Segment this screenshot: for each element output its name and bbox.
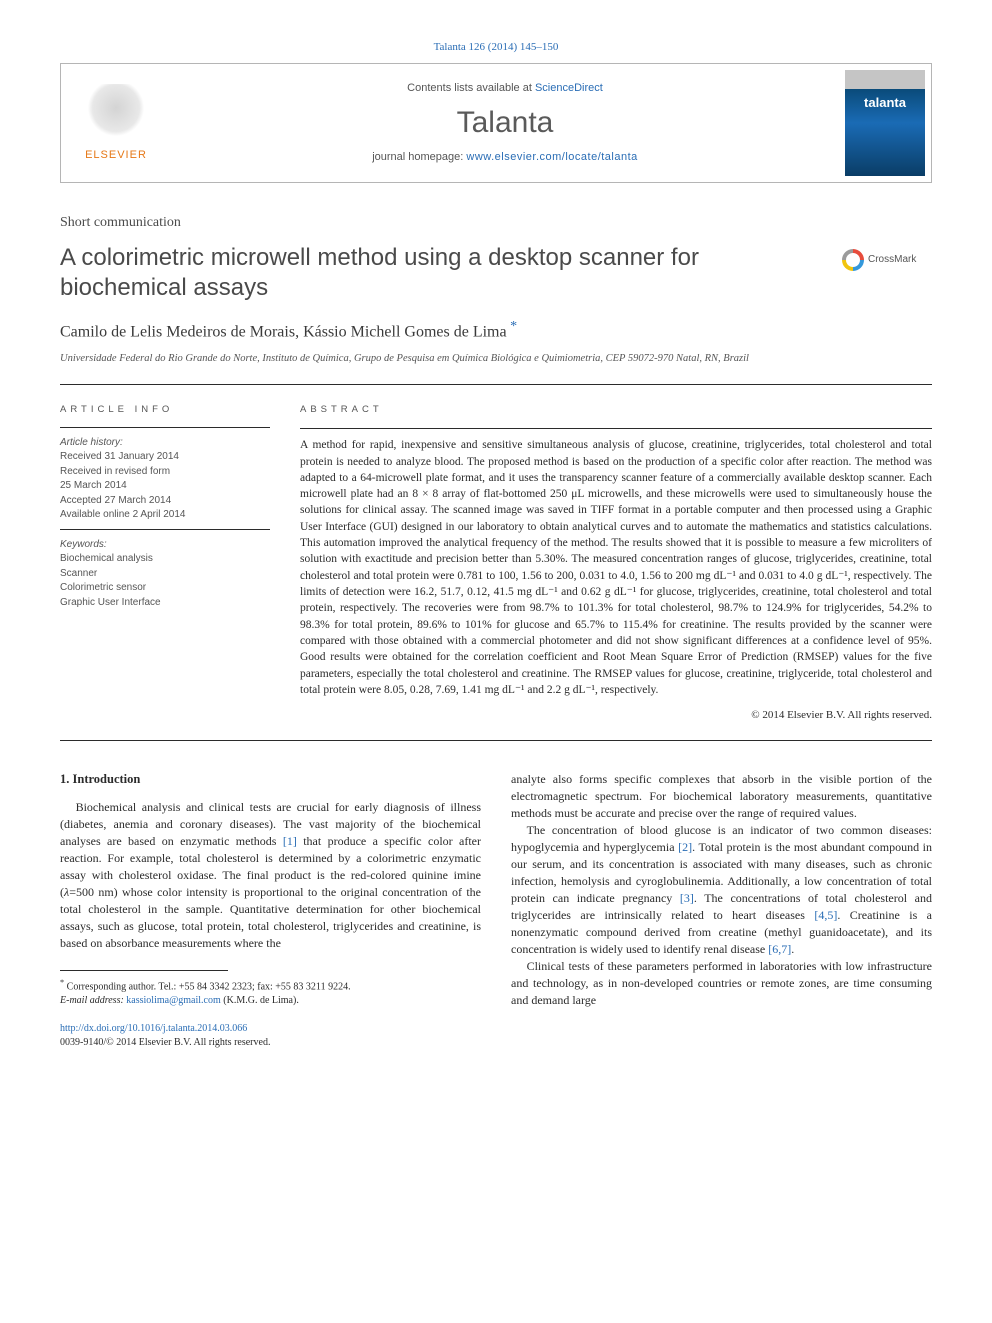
ref-link[interactable]: [6,7] — [768, 942, 791, 956]
journal-cover-thumbnail: talanta — [845, 70, 925, 176]
divider — [60, 740, 932, 741]
authors-text: Camilo de Lelis Medeiros de Morais, Káss… — [60, 323, 507, 340]
elsevier-tree-icon — [86, 84, 146, 144]
ref-link[interactable]: [3] — [680, 891, 694, 905]
corresponding-star-icon: * — [507, 319, 518, 334]
article-info-heading: article info — [60, 403, 270, 417]
footnote-star-icon: * — [60, 978, 64, 987]
corr-text: Corresponding author. Tel.: +55 84 3342 … — [67, 981, 351, 992]
paragraph: The concentration of blood glucose is an… — [511, 822, 932, 958]
keyword: Colorimetric sensor — [60, 581, 270, 596]
doi-link[interactable]: http://dx.doi.org/10.1016/j.talanta.2014… — [60, 1023, 247, 1034]
paragraph: Biochemical analysis and clinical tests … — [60, 799, 481, 952]
elsevier-logo: ELSEVIER — [61, 64, 171, 182]
corresponding-footnote: * Corresponding author. Tel.: +55 84 334… — [60, 977, 481, 1008]
ref-link[interactable]: [2] — [678, 840, 692, 854]
header-center: Contents lists available at ScienceDirec… — [171, 64, 839, 182]
abstract-text: A method for rapid, inexpensive and sens… — [300, 437, 932, 698]
paragraph: analyte also forms specific complexes th… — [511, 771, 932, 822]
crossmark-badge[interactable]: CrossMark — [842, 247, 932, 273]
journal-ref-text[interactable]: Talanta 126 (2014) 145–150 — [434, 41, 559, 53]
crossmark-icon — [842, 249, 864, 271]
keyword: Scanner — [60, 567, 270, 582]
keyword: Graphic User Interface — [60, 596, 270, 611]
abstract-copyright: © 2014 Elsevier B.V. All rights reserved… — [300, 708, 932, 723]
paragraph: Clinical tests of these parameters perfo… — [511, 958, 932, 1009]
sciencedirect-link[interactable]: ScienceDirect — [535, 82, 603, 94]
email-link[interactable]: kassiolima@gmail.com — [126, 995, 220, 1006]
contents-line: Contents lists available at ScienceDirec… — [407, 81, 603, 96]
article-title: A colorimetric microwell method using a … — [60, 243, 822, 303]
divider — [60, 427, 270, 428]
affiliation: Universidade Federal do Rio Grande do No… — [60, 352, 932, 366]
homepage-line: journal homepage: www.elsevier.com/locat… — [372, 150, 638, 165]
homepage-prefix: journal homepage: — [372, 151, 466, 163]
abstract-heading: abstract — [300, 403, 932, 416]
cover-label: talanta — [845, 94, 925, 112]
article-info-column: article info Article history: Received 3… — [60, 403, 270, 724]
contents-prefix: Contents lists available at — [407, 82, 535, 94]
history-revised-line1: Received in revised form — [60, 465, 270, 480]
abstract-column: abstract A method for rapid, inexpensive… — [300, 403, 932, 724]
keywords-label: Keywords: — [60, 538, 270, 553]
homepage-link[interactable]: www.elsevier.com/locate/talanta — [466, 151, 637, 163]
history-online: Available online 2 April 2014 — [60, 508, 270, 523]
email-label: E-mail address: — [60, 995, 126, 1006]
issn-line: 0039-9140/© 2014 Elsevier B.V. All right… — [60, 1037, 270, 1048]
doi-block: http://dx.doi.org/10.1016/j.talanta.2014… — [60, 1022, 481, 1050]
publisher-name: ELSEVIER — [85, 148, 147, 163]
journal-name: Talanta — [457, 102, 554, 144]
history-label: Article history: — [60, 436, 270, 451]
history-received: Received 31 January 2014 — [60, 450, 270, 465]
journal-header: ELSEVIER Contents lists available at Sci… — [60, 63, 932, 183]
ref-link[interactable]: [1] — [283, 834, 297, 848]
body-two-column: 1. Introduction Biochemical analysis and… — [60, 771, 932, 1050]
article-type: Short communication — [60, 213, 932, 233]
divider — [60, 529, 270, 530]
section-heading: 1. Introduction — [60, 771, 481, 789]
history-accepted: Accepted 27 March 2014 — [60, 494, 270, 509]
crossmark-label: CrossMark — [868, 253, 916, 267]
ref-link[interactable]: [4,5] — [814, 908, 837, 922]
journal-reference-link[interactable]: Talanta 126 (2014) 145–150 — [60, 40, 932, 55]
history-revised-line2: 25 March 2014 — [60, 479, 270, 494]
authors-line: Camilo de Lelis Medeiros de Morais, Káss… — [60, 317, 932, 344]
divider — [300, 428, 932, 429]
footnote-divider — [60, 970, 228, 971]
email-suffix: (K.M.G. de Lima). — [221, 995, 299, 1006]
keyword: Biochemical analysis — [60, 552, 270, 567]
